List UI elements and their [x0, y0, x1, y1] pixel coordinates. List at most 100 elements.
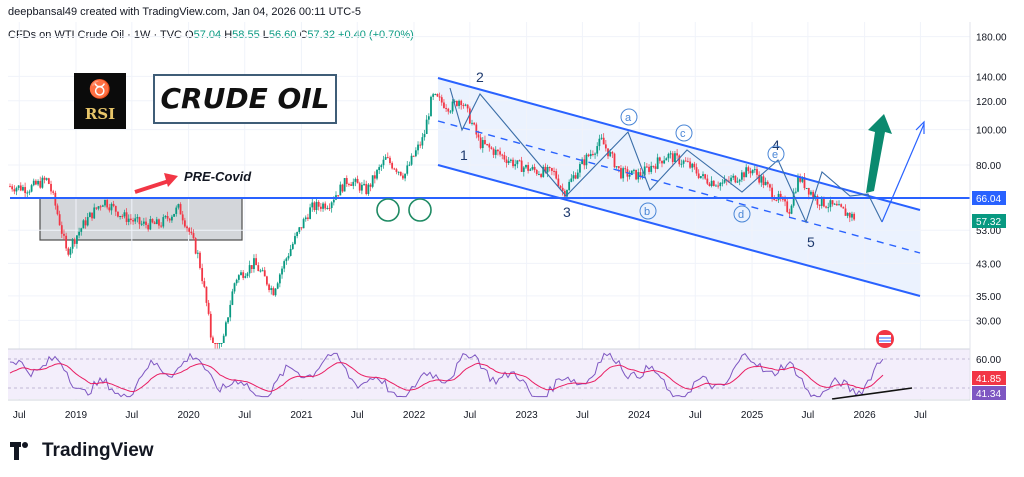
time-axis[interactable]: Jul 2019 Jul 2020 Jul 2021 Jul 2022 Jul 2023 Jul 20… [13, 410, 927, 421]
candle-body [592, 153, 594, 155]
candle-body [404, 173, 406, 179]
wave-label-5: 5 [807, 234, 815, 250]
price-tick-label: 180.00 [976, 33, 1007, 44]
candle-body [598, 138, 601, 147]
candle-body [261, 270, 264, 272]
time-tick-label: 2023 [515, 410, 538, 421]
candle-body [328, 207, 331, 209]
candle-body [199, 252, 201, 269]
candle-body [816, 195, 819, 205]
candle-body [693, 163, 696, 168]
candle-body [307, 217, 309, 219]
candle-body [384, 157, 387, 160]
time-tick-label: 2024 [628, 410, 651, 421]
candle-body [45, 178, 48, 180]
candle-body [13, 189, 16, 192]
rsi-badge-ma: 41.85 [972, 371, 1006, 385]
svg-text:66.04: 66.04 [976, 194, 1001, 205]
candle-body [343, 178, 346, 192]
subwave-a: a [620, 108, 638, 126]
candle-body [229, 304, 232, 318]
price-chart[interactable]: PRE-Covid 1 2 3 4 5 a b c d e 180.00 140.… [0, 22, 1024, 430]
svg-text:d: d [738, 209, 744, 221]
candle-body [177, 204, 180, 208]
candle-body [35, 180, 37, 185]
candle-body [853, 213, 856, 220]
candle-body [86, 217, 89, 226]
candle-body [831, 200, 834, 205]
candle-body [382, 159, 385, 166]
bull-icon: ♉ [88, 79, 112, 99]
candle-body [665, 158, 668, 161]
candle-body [432, 94, 435, 97]
candle-body [173, 213, 175, 217]
candle-body [207, 302, 210, 314]
candle-body [132, 220, 134, 222]
candle-body [730, 177, 732, 182]
candle-body [481, 140, 484, 149]
candle-body [566, 190, 568, 197]
candle-body [609, 152, 612, 157]
candle-body [250, 265, 253, 269]
candle-body [39, 180, 42, 188]
candle-body [205, 286, 208, 303]
candle-body [54, 192, 57, 206]
badge-57: 57.32 [972, 214, 1006, 228]
candle-body [317, 201, 320, 207]
candle-body [358, 183, 361, 191]
candle-body [430, 96, 432, 117]
rsi-ma-line [9, 362, 884, 393]
flag-emblem-icon [876, 330, 894, 348]
candle-body [272, 288, 275, 296]
candle-body [125, 212, 128, 222]
candle-body [799, 176, 802, 182]
candle-body [512, 159, 514, 167]
candle-body [851, 213, 853, 218]
candle-body [848, 212, 851, 218]
candle-body [771, 187, 773, 199]
candle-body [216, 343, 219, 344]
candle-body [453, 100, 456, 102]
projection-arrowhead [915, 120, 925, 134]
candle-body [73, 239, 76, 244]
candle-body [484, 140, 486, 144]
candle-body [691, 163, 694, 168]
low-value: 56.60 [268, 29, 297, 41]
candle-body [583, 159, 586, 166]
candle-body [846, 212, 849, 216]
price-axis[interactable]: 180.00 140.00 120.00 100.00 80.00 53.00 43.00 3… [976, 33, 1007, 328]
candle-body [477, 134, 480, 138]
price-tick-label: 53.00 [976, 226, 1001, 237]
candle-body [276, 283, 279, 289]
candle-body [76, 235, 78, 244]
candle-body [827, 207, 830, 209]
support-circle-2 [408, 198, 432, 222]
price-tick-label: 140.00 [976, 72, 1007, 83]
candle-body [84, 220, 87, 226]
candle-body [60, 225, 63, 234]
candle-body [600, 137, 603, 139]
candle-body [520, 160, 523, 172]
price-tick-label: 43.00 [976, 259, 1001, 270]
projection-path [881, 123, 925, 223]
badge-66: 66.04 [972, 191, 1006, 205]
channel-upper-line [437, 77, 921, 211]
candle-body [589, 153, 592, 157]
candle-body [641, 175, 644, 177]
candle-body [410, 155, 413, 165]
candle-body [561, 187, 564, 191]
candle-body [490, 147, 493, 149]
candle-body [63, 233, 65, 236]
candle-body [117, 211, 119, 217]
candle-body [158, 219, 160, 226]
candle-body [449, 111, 452, 113]
candle-body [745, 167, 748, 178]
tradingview-footer[interactable]: TradingView [10, 440, 154, 462]
candle-body [399, 171, 402, 176]
candle-body [235, 279, 238, 284]
candle-body [373, 175, 376, 179]
candle-body [147, 224, 150, 230]
candle-body [341, 184, 344, 192]
candle-body [471, 122, 473, 124]
symbol-name[interactable]: CFDs on WTI Crude Oil · 1W · TVC [8, 29, 182, 41]
